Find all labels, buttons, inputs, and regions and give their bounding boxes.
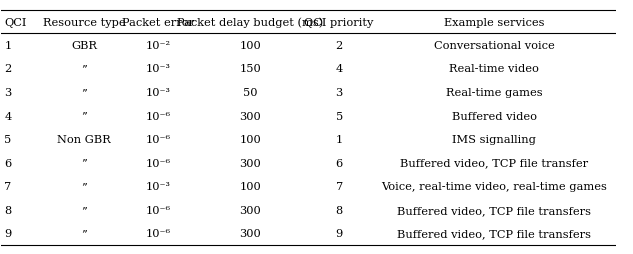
- Text: 7: 7: [4, 181, 11, 192]
- Text: 10⁻⁶: 10⁻⁶: [146, 111, 170, 121]
- Text: Non GBR: Non GBR: [58, 135, 111, 145]
- Text: 300: 300: [239, 228, 261, 238]
- Text: Packet delay budget (ms): Packet delay budget (ms): [177, 18, 323, 28]
- Text: 10⁻⁶: 10⁻⁶: [146, 135, 170, 145]
- Text: Buffered video, TCP file transfers: Buffered video, TCP file transfers: [398, 228, 591, 238]
- Text: 5: 5: [4, 135, 11, 145]
- Text: Conversational voice: Conversational voice: [434, 41, 555, 51]
- Text: ”: ”: [82, 228, 87, 238]
- Text: 2: 2: [335, 41, 343, 51]
- Text: 300: 300: [239, 158, 261, 168]
- Text: IMS signalling: IMS signalling: [453, 135, 536, 145]
- Text: 6: 6: [335, 158, 343, 168]
- Text: 10⁻⁶: 10⁻⁶: [146, 205, 170, 215]
- Text: ”: ”: [82, 88, 87, 98]
- Text: Real-time games: Real-time games: [446, 88, 542, 98]
- Text: ”: ”: [82, 64, 87, 74]
- Text: Buffered video, TCP file transfers: Buffered video, TCP file transfers: [398, 205, 591, 215]
- Text: Real-time video: Real-time video: [449, 64, 539, 74]
- Text: Resource type: Resource type: [43, 18, 125, 28]
- Text: 10⁻⁶: 10⁻⁶: [146, 228, 170, 238]
- Text: 100: 100: [239, 181, 261, 192]
- Text: 8: 8: [4, 205, 11, 215]
- Text: 10⁻³: 10⁻³: [146, 88, 170, 98]
- Text: 10⁻⁶: 10⁻⁶: [146, 158, 170, 168]
- Text: Buffered video: Buffered video: [452, 111, 537, 121]
- Text: 8: 8: [335, 205, 343, 215]
- Text: 3: 3: [4, 88, 11, 98]
- Text: 50: 50: [243, 88, 258, 98]
- Text: 3: 3: [335, 88, 343, 98]
- Text: 2: 2: [4, 64, 11, 74]
- Text: 100: 100: [239, 41, 261, 51]
- Text: ”: ”: [82, 158, 87, 168]
- Text: 100: 100: [239, 135, 261, 145]
- Text: 1: 1: [335, 135, 343, 145]
- Text: 10⁻²: 10⁻²: [146, 41, 170, 51]
- Text: Voice, real-time video, real-time games: Voice, real-time video, real-time games: [381, 181, 607, 192]
- Text: ”: ”: [82, 181, 87, 192]
- Text: 1: 1: [4, 41, 11, 51]
- Text: 6: 6: [4, 158, 11, 168]
- Text: QCI: QCI: [4, 18, 27, 28]
- Text: GBR: GBR: [72, 41, 97, 51]
- Text: ”: ”: [82, 111, 87, 121]
- Text: 9: 9: [335, 228, 343, 238]
- Text: 4: 4: [4, 111, 11, 121]
- Text: 7: 7: [335, 181, 343, 192]
- Text: Buffered video, TCP file transfer: Buffered video, TCP file transfer: [400, 158, 588, 168]
- Text: 4: 4: [335, 64, 343, 74]
- Text: ”: ”: [82, 205, 87, 215]
- Text: 150: 150: [239, 64, 261, 74]
- Text: 10⁻³: 10⁻³: [146, 181, 170, 192]
- Text: 10⁻³: 10⁻³: [146, 64, 170, 74]
- Text: QCI priority: QCI priority: [304, 18, 374, 28]
- Text: Packet error: Packet error: [122, 18, 194, 28]
- Text: Example services: Example services: [444, 18, 544, 28]
- Text: 5: 5: [335, 111, 343, 121]
- Text: 300: 300: [239, 205, 261, 215]
- Text: 300: 300: [239, 111, 261, 121]
- Text: 9: 9: [4, 228, 11, 238]
